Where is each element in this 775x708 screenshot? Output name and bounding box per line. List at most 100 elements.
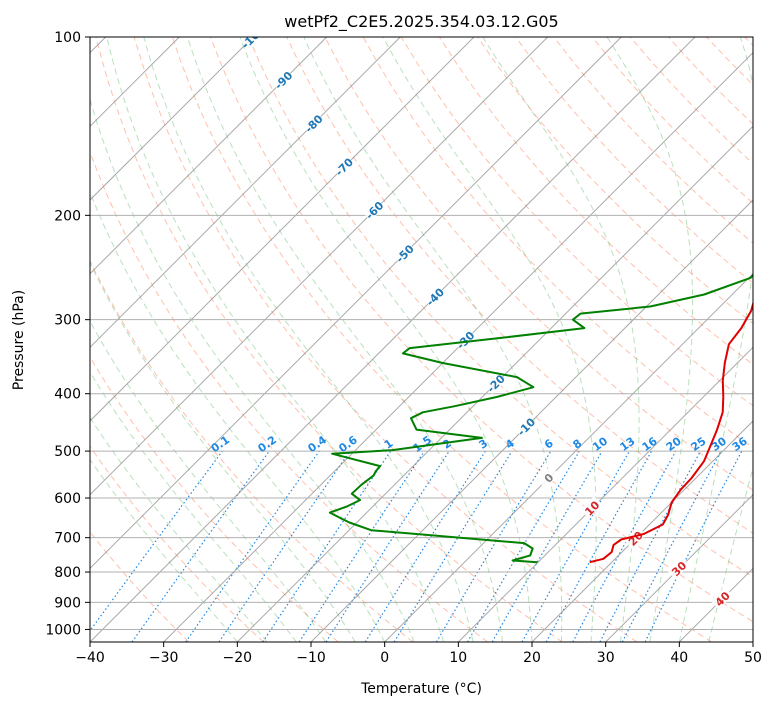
pressure-gridlines [90, 37, 753, 630]
x-axis-label: Temperature (°C) [360, 681, 482, 697]
dry-adiabat-line [515, 37, 753, 284]
mixing-ratio-line [185, 450, 320, 642]
isotherm-label-bg [623, 526, 647, 550]
isotherm-label-bg [240, 37, 264, 48]
moist-adiabat-line [187, 37, 503, 642]
y-axis-label: Pressure (hPa) [11, 290, 27, 390]
isotherm-label-bg [362, 198, 386, 221]
dry-adiabats [90, 37, 753, 642]
moist-adiabat-line [90, 458, 238, 642]
dry-adiabat-line [286, 37, 753, 534]
mixing-ratio-line [545, 450, 653, 642]
skewed-isotherms [90, 37, 753, 642]
dry-adiabat-line [324, 37, 753, 491]
x-tick-label: −30 [149, 650, 179, 666]
isotherm-label-bg [423, 284, 446, 308]
y-tick-label: 100 [54, 30, 81, 46]
dry-adiabat-line [248, 37, 753, 578]
moist-adiabat-line [90, 190, 386, 642]
x-tick-label: −20 [223, 650, 253, 666]
mixing-ratio-line [298, 450, 425, 642]
isotherm-line [457, 346, 753, 642]
sounding-series [328, 273, 753, 564]
x-tick-label: 20 [523, 650, 541, 666]
moist-adiabat-line [303, 37, 563, 642]
moist-adiabat-line [482, 37, 640, 642]
isotherm-line [90, 37, 401, 349]
plot-background [90, 37, 753, 642]
moist-adiabats [90, 37, 753, 642]
isotherm-line [90, 37, 622, 570]
moist-adiabat-line [90, 320, 327, 642]
isotherm-label-bg [710, 586, 734, 610]
x-tick-label: −10 [296, 650, 326, 666]
temperature-line [589, 300, 753, 564]
isotherm-line [90, 37, 696, 642]
mixing-ratio-line [262, 450, 392, 642]
isotherm-line [605, 493, 753, 642]
x-tick-label: 50 [744, 650, 762, 666]
y-tick-label: 300 [54, 313, 81, 329]
dry-adiabat-line [90, 356, 339, 642]
isotherm-label-bg [453, 328, 477, 351]
dry-adiabat-line [95, 37, 563, 642]
dewpoint-line [328, 273, 753, 564]
y-tick-label: 500 [54, 444, 81, 460]
dry-adiabat-line [210, 37, 753, 623]
y-axis: 100 200 300 400 500 600 700 800 900 1000 [45, 30, 90, 638]
isotherm-label-bg [580, 496, 603, 519]
dry-adiabat-line [133, 37, 638, 642]
moist-adiabat-line [106, 37, 445, 642]
x-tick-label: 10 [449, 650, 467, 666]
moist-adiabat-line [90, 261, 356, 642]
moist-adiabat-line [606, 37, 694, 642]
isotherm-label-bg [392, 241, 416, 265]
moist-adiabat-line [239, 37, 533, 642]
moist-adiabat-line [143, 37, 474, 642]
mixing-ratio-lines [90, 450, 743, 642]
x-tick-label: 40 [670, 650, 688, 666]
dry-adiabat-line [90, 445, 264, 642]
y-tick-label: 600 [54, 491, 81, 507]
isotherm-line [90, 37, 475, 422]
isotherm-label-bg [514, 414, 537, 438]
isotherm-line [384, 272, 753, 642]
isotherm-line [236, 125, 753, 642]
dry-adiabat-line [171, 37, 712, 642]
mixing-ratio-line [325, 450, 450, 642]
x-tick-label: 30 [597, 650, 615, 666]
isotherm-label-bg [332, 154, 355, 178]
x-tick-label: −40 [75, 650, 105, 666]
isotherm-line [90, 37, 549, 496]
isotherm-line [310, 199, 753, 642]
mixing-ratio-line [644, 450, 743, 642]
mixing-ratio-line [521, 450, 631, 642]
mixing-ratio-line [393, 450, 513, 642]
isotherm-label-bg [271, 68, 295, 91]
y-tick-label: 200 [54, 208, 81, 224]
mixing-ratio-line [218, 450, 351, 642]
moist-adiabat-line [90, 416, 268, 642]
mixing-ratio-line [131, 450, 270, 642]
moist-adiabat-line [90, 370, 297, 642]
mixing-ratio-line [90, 450, 223, 632]
y-tick-label: 900 [54, 595, 81, 611]
plot-area: -100-90-80-70-60-50-40-30-20-10010203040… [90, 37, 753, 642]
mixing-ratio-line [572, 450, 677, 642]
x-tick-label: 0 [380, 650, 389, 666]
isotherm-line [90, 37, 254, 201]
isotherm-line [90, 37, 328, 275]
isotherm-label-bg [666, 556, 690, 580]
isotherm-label-bg [301, 111, 325, 135]
x-axis: −40 −30 −20 −10 0 10 20 30 40 50 [75, 642, 762, 666]
y-tick-label: 800 [54, 565, 81, 581]
chart-title: wetPf2_C2E5.2025.354.03.12.G05 [284, 12, 558, 32]
moist-adiabat-line [382, 37, 597, 642]
y-tick-label: 1000 [45, 622, 81, 638]
dry-adiabat-line [90, 259, 414, 642]
moist-adiabat-line [678, 37, 753, 642]
y-tick-label: 700 [54, 531, 81, 547]
plot-frame [89, 36, 754, 643]
isotherm-label-bg [483, 371, 507, 395]
